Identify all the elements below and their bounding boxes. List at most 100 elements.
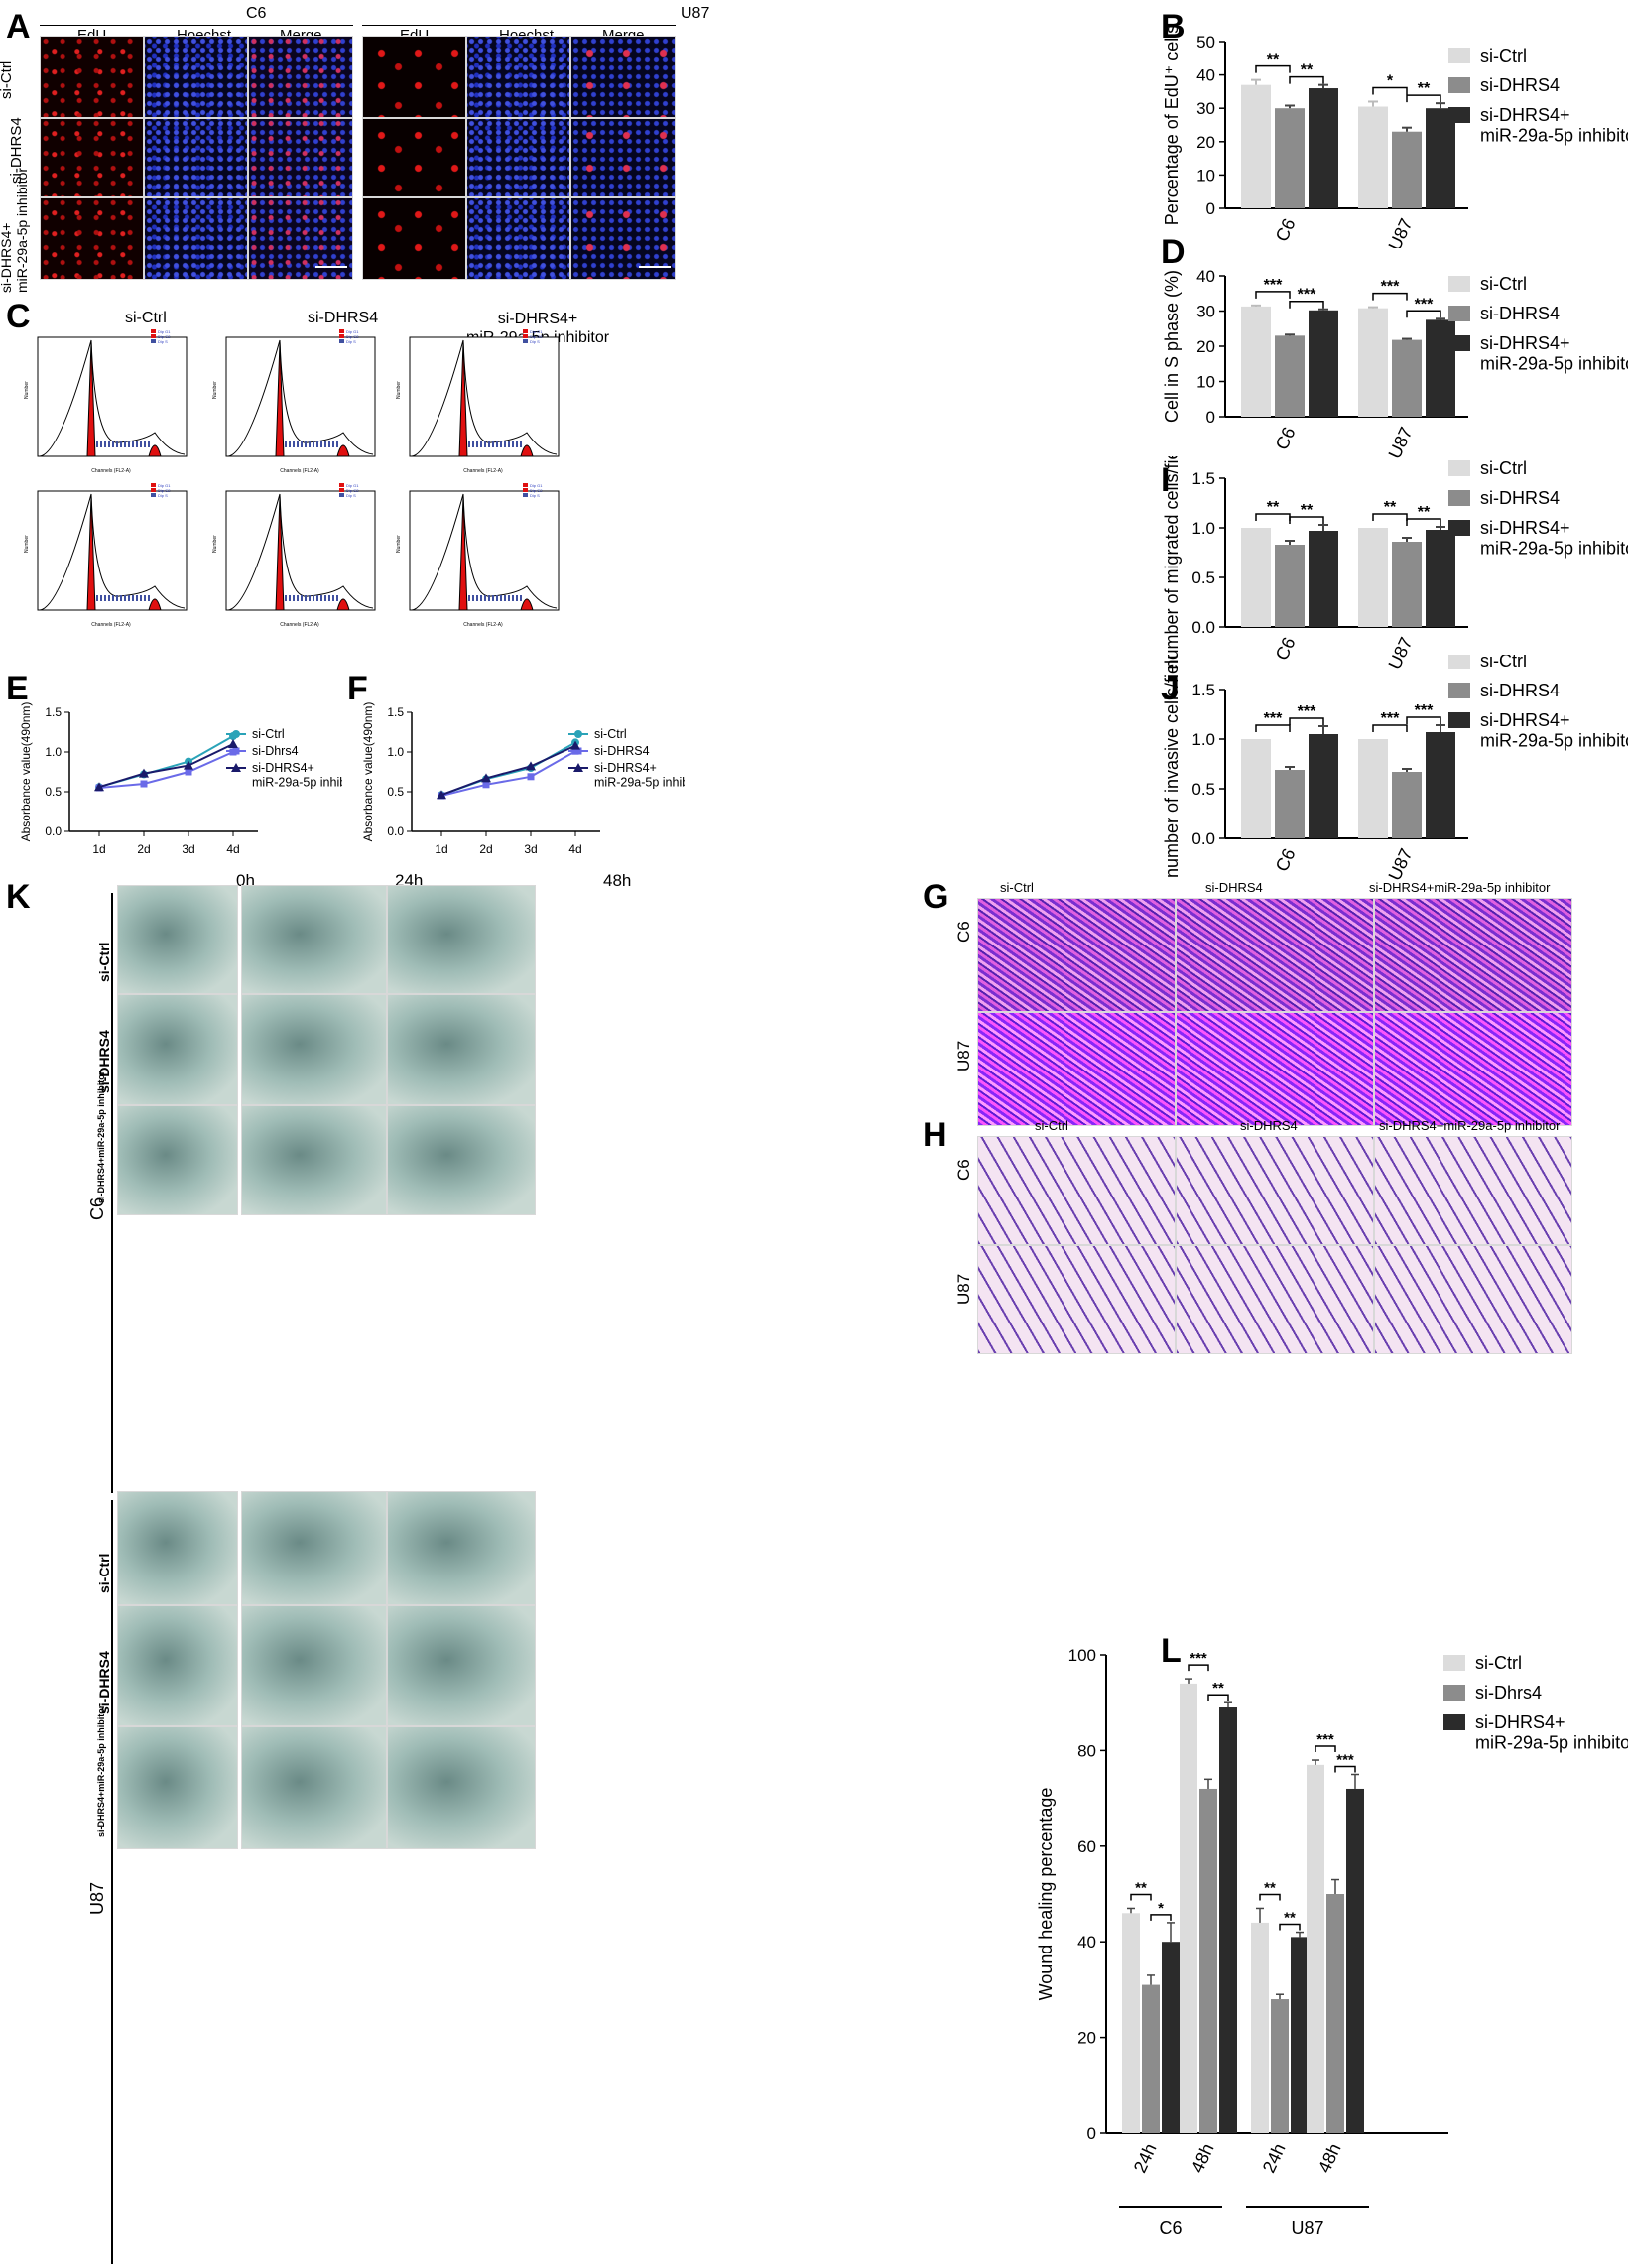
wound-image — [241, 1605, 387, 1726]
scale-bar-k — [689, 2244, 757, 2247]
data-point — [437, 790, 446, 800]
legend-label: si-DHRS4+miR-29a-5p inhibitor — [252, 761, 342, 789]
x-tick-label: 1d — [435, 842, 447, 856]
significance-bracket — [1372, 292, 1408, 301]
panel-letter-l: L — [1161, 1632, 1182, 1670]
significance-label: *** — [1298, 287, 1316, 304]
panel-letter-a: A — [6, 8, 31, 46]
significance-bracket — [1130, 1893, 1152, 1901]
bar — [1271, 1999, 1289, 2133]
y-tick-label: 1.5 — [45, 705, 62, 719]
significance-bracket — [1406, 716, 1441, 724]
y-tick-label: 1.5 — [1191, 469, 1215, 488]
y-tick-label: 0 — [1087, 2124, 1096, 2143]
panel-letter-g: G — [923, 878, 949, 916]
x-tick-label: 4d — [226, 842, 239, 856]
histogram-legend-swatch — [523, 483, 528, 487]
scale-bar-u87 — [639, 266, 671, 268]
bar — [1392, 772, 1422, 838]
bar — [1241, 739, 1271, 838]
legend-marker — [231, 763, 241, 772]
legend-label: si-Ctrl — [1480, 274, 1527, 294]
migration-image-u87-rescue — [1374, 1012, 1572, 1126]
bar — [1241, 528, 1271, 627]
bar — [1426, 530, 1455, 627]
wound-image — [117, 994, 238, 1105]
histogram-fit — [411, 493, 558, 611]
y-tick-label: 10 — [1196, 166, 1215, 185]
significance-bracket — [1315, 1745, 1336, 1753]
chart-e: 0.0 0.5 1.0 1.5 Absorbance value(490nm) 1d 2d 3… — [19, 702, 342, 856]
bar — [1122, 1913, 1140, 2133]
significance-bracket — [1406, 518, 1441, 526]
legend-swatch — [1448, 48, 1470, 63]
legend-label: si-Ctrl — [1480, 458, 1527, 478]
panel-k-row-label: si-DHRS4+miR-29a-5p inhibitor — [96, 1071, 106, 1203]
bar — [1219, 1707, 1237, 2133]
histogram-y-label: Number — [212, 381, 218, 399]
histogram-frame — [409, 336, 560, 457]
legend-marker — [574, 730, 582, 738]
hoechst-image-c6-dhrs4 — [144, 118, 248, 197]
wound-image — [241, 1726, 387, 1849]
y-tick-label: 20 — [1077, 2029, 1096, 2048]
x-tick-label: 48h — [1315, 2140, 1345, 2176]
significance-bracket — [1372, 724, 1408, 732]
panel-k-row-label: si-Ctrl — [96, 942, 112, 982]
significance-bracket — [1334, 1765, 1356, 1773]
x-tick-label: 24h — [1130, 2140, 1161, 2176]
legend-swatch — [1443, 1655, 1465, 1671]
y-tick-label: 100 — [1068, 1646, 1096, 1665]
merge-image-u87-rescue — [570, 197, 676, 280]
histogram-frame — [409, 490, 560, 611]
legend-label: si-DHRS4 — [1480, 488, 1560, 508]
merge-image-c6-rescue — [248, 197, 353, 280]
histogram-legend-swatch — [523, 339, 528, 343]
bar — [1326, 1894, 1344, 2133]
y-tick-label: 40 — [1077, 1933, 1096, 1952]
bar — [1307, 1764, 1324, 2133]
legend-label: si-DHRS4+miR-29a-5p inhibitor — [1480, 333, 1628, 374]
significance-bracket — [1406, 94, 1441, 103]
merge-image-u87-dhrs4 — [570, 118, 676, 197]
histogram-fit — [39, 493, 186, 611]
legend-label: si-Ctrl — [1480, 46, 1527, 65]
panel-letter-e: E — [6, 670, 29, 707]
wound-image — [387, 1726, 536, 1849]
histogram-frame — [225, 336, 376, 457]
panel-letter-h: H — [923, 1116, 947, 1154]
panel-letter-f: F — [347, 670, 368, 707]
histogram-legend-label: Dip G2 — [346, 488, 359, 493]
x-tick-label: 4d — [568, 842, 581, 856]
significance-label: * — [1387, 72, 1394, 89]
bar — [1392, 339, 1422, 417]
bar — [1358, 308, 1388, 417]
histogram-legend-swatch — [339, 488, 344, 492]
x-tick-label: 24h — [1259, 2140, 1290, 2176]
panel-k-time-48h: 48h — [603, 871, 632, 890]
histogram-legend-label: Dip G1 — [530, 329, 543, 334]
x-tick-label: 2d — [479, 842, 492, 856]
y-axis-label: Wound healing percentage — [1036, 1788, 1056, 2001]
x-tick-label: C6 — [1272, 424, 1300, 452]
y-tick-label: 0 — [1206, 408, 1215, 427]
y-tick-label: 1.0 — [45, 745, 62, 759]
histogram-legend-label: Dip G2 — [530, 488, 543, 493]
wound-image — [117, 1726, 238, 1849]
legend-swatch — [1448, 683, 1470, 698]
group-label-c6: C6 — [1159, 2218, 1182, 2238]
histogram-legend-swatch — [339, 493, 344, 497]
histogram-x-label: Channels (FL2-A) — [280, 468, 319, 474]
migration-image-c6-ctrl — [977, 898, 1176, 1012]
histogram-legend-swatch — [339, 334, 344, 338]
panel-h-col-rescue: si-DHRS4+miR-29a-5p inhibitor — [1379, 1118, 1561, 1133]
wound-image — [117, 885, 238, 994]
panel-g-col-rescue: si-DHRS4+miR-29a-5p inhibitor — [1369, 880, 1551, 895]
histogram-x-label: Channels (FL2-A) — [280, 622, 319, 628]
panel-a-row-rescue: si-DHRS4+ miR-29a-5p inhibitor — [0, 167, 30, 293]
significance-label: *** — [1316, 1731, 1334, 1748]
histogram-legend-label: Dip S — [158, 339, 168, 344]
significance-bracket — [1289, 300, 1324, 309]
